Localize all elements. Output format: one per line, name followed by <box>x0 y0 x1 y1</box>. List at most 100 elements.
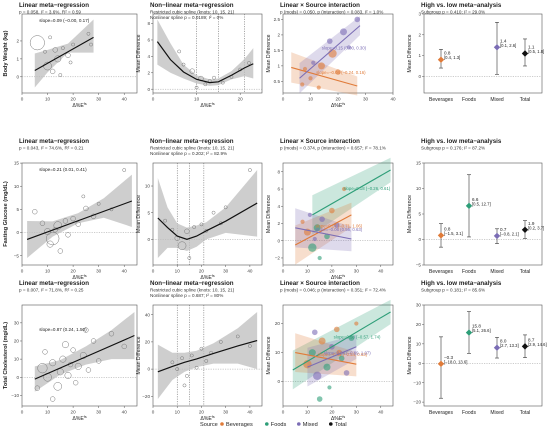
x-tick-label: 10 <box>45 97 51 102</box>
panel-title: Non−linear meta−regression <box>150 280 234 287</box>
legend-label-beverages: Beverages <box>226 422 253 428</box>
estimate-ci-label: [−1.5, 3.1] <box>444 231 463 236</box>
x-category-label: Beverages <box>429 410 453 416</box>
y-tick-label: 0 <box>16 74 19 79</box>
y-tick-label: 0 <box>418 361 421 366</box>
data-point <box>354 16 361 23</box>
data-point <box>39 220 46 226</box>
y-tick-label: 10 <box>14 184 20 189</box>
data-point <box>184 228 190 234</box>
confidence-band <box>34 311 135 392</box>
estimate-marker <box>465 202 473 210</box>
panel-subtitle-2: Nonlinear spline p = 0.202; I² = 82.9% <box>150 151 227 156</box>
row-label: Total Cholesterol (mg/dL) <box>3 322 9 389</box>
y-tick-label: 30 <box>416 303 422 308</box>
data-point <box>333 326 340 333</box>
x-tick-label: 20 <box>238 97 244 102</box>
panel-subtitle: p = 0.007, I² = 71.8%, R² = 0.25 <box>19 288 84 293</box>
x-category-label: Foods <box>462 410 476 416</box>
y-tick-label: 0 <box>147 87 150 92</box>
y-tick-label: 6 <box>277 187 280 192</box>
panel-subtitle: Restricted cubic spline (knots: 10, 15, … <box>150 10 235 15</box>
panel-title: Linear meta−regression <box>19 138 89 145</box>
data-point <box>96 358 102 364</box>
legend-marker-total <box>329 422 333 426</box>
data-point <box>96 201 101 206</box>
legend-marker-foods <box>265 422 269 426</box>
x-axis-label-superscript: fs <box>84 274 87 278</box>
y-axis-label: Mean Difference <box>266 336 272 374</box>
estimate-ci-label: [2.9, 14.6] <box>528 342 547 347</box>
x-tick-label: 10 <box>305 410 311 415</box>
data-point <box>354 321 359 326</box>
data-point <box>34 385 40 391</box>
x-tick-label: 20 <box>71 410 77 415</box>
data-point <box>175 367 180 371</box>
y-tick-label: 40 <box>145 312 151 317</box>
data-point <box>326 38 333 44</box>
x-axis-label: Δ%Efs <box>72 102 87 109</box>
series-line-mixed <box>307 346 357 368</box>
y-axis-label: Mean Difference <box>407 336 413 374</box>
data-point <box>220 80 225 85</box>
data-point <box>313 371 322 381</box>
panel-frame <box>423 13 543 94</box>
y-tick-label: 0 <box>147 237 150 242</box>
panel-frame <box>21 162 138 266</box>
data-point <box>327 385 332 390</box>
estimate-marker <box>437 232 445 239</box>
data-point <box>348 335 355 341</box>
data-point <box>70 215 76 222</box>
estimate-ci-label: [0.5, 12.7] <box>472 201 491 206</box>
series-band-foods <box>292 299 391 390</box>
series-line-mixed <box>295 227 352 240</box>
data-point <box>79 352 87 359</box>
x-tick-label: 20 <box>71 269 77 274</box>
panel-title: Linear meta−regression <box>19 2 89 9</box>
data-point <box>308 243 317 252</box>
x-tick-label: 0 <box>282 269 285 274</box>
y-tick-label: 2 <box>418 32 421 37</box>
x-tick-label: 0 <box>21 410 24 415</box>
panel-subtitle: Restricted cubic spline (knots: 10, 15, … <box>150 288 235 293</box>
x-tick-label: 10 <box>305 269 311 274</box>
estimate-ci-label: [0.4, 1.3] <box>444 55 460 60</box>
data-point <box>343 370 350 376</box>
panel-title: Linear × Source interaction <box>280 2 360 9</box>
data-point <box>328 49 337 58</box>
panel-title: High vs. low meta−analysis <box>421 138 502 145</box>
data-point <box>59 355 67 363</box>
data-point <box>83 205 89 212</box>
data-point <box>108 331 115 337</box>
y-tick-label: 2 <box>277 33 280 38</box>
data-point <box>342 186 347 192</box>
x-tick-label: 40 <box>378 410 384 415</box>
data-point <box>248 168 252 172</box>
y-tick-label: 5 <box>147 210 150 215</box>
data-point <box>318 337 326 345</box>
panel-subtitle: Subgroup p = 0.410; I² = 29.0% <box>421 10 485 15</box>
y-tick-label: 20 <box>14 339 20 344</box>
data-point <box>311 329 318 336</box>
estimate-label: 15.8 <box>472 324 481 329</box>
data-point <box>73 380 79 386</box>
series-slope-annotation: slope=0.18 (−0.26, 0.61) <box>343 186 390 191</box>
legend-marker-mixed <box>297 422 301 426</box>
y-tick-label: 2 <box>16 39 19 44</box>
x-tick-label: 10 <box>308 97 314 102</box>
slope-annotation: slope=0.87 (0.24, 1.50) <box>39 327 87 332</box>
data-point <box>62 218 69 224</box>
y-tick-label: 2 <box>147 70 150 75</box>
panel-title: Linear × Source interaction <box>280 280 360 287</box>
x-tick-label: 20 <box>199 269 205 274</box>
data-point <box>74 362 82 370</box>
row-label: Body Weight (kg) <box>3 30 9 76</box>
panel-title: High vs. low meta−analysis <box>421 2 502 9</box>
data-point <box>313 224 321 232</box>
x-axis-label-superscript: fs <box>84 102 87 106</box>
estimate-label: 1.9 <box>528 221 535 226</box>
data-point <box>85 367 92 373</box>
